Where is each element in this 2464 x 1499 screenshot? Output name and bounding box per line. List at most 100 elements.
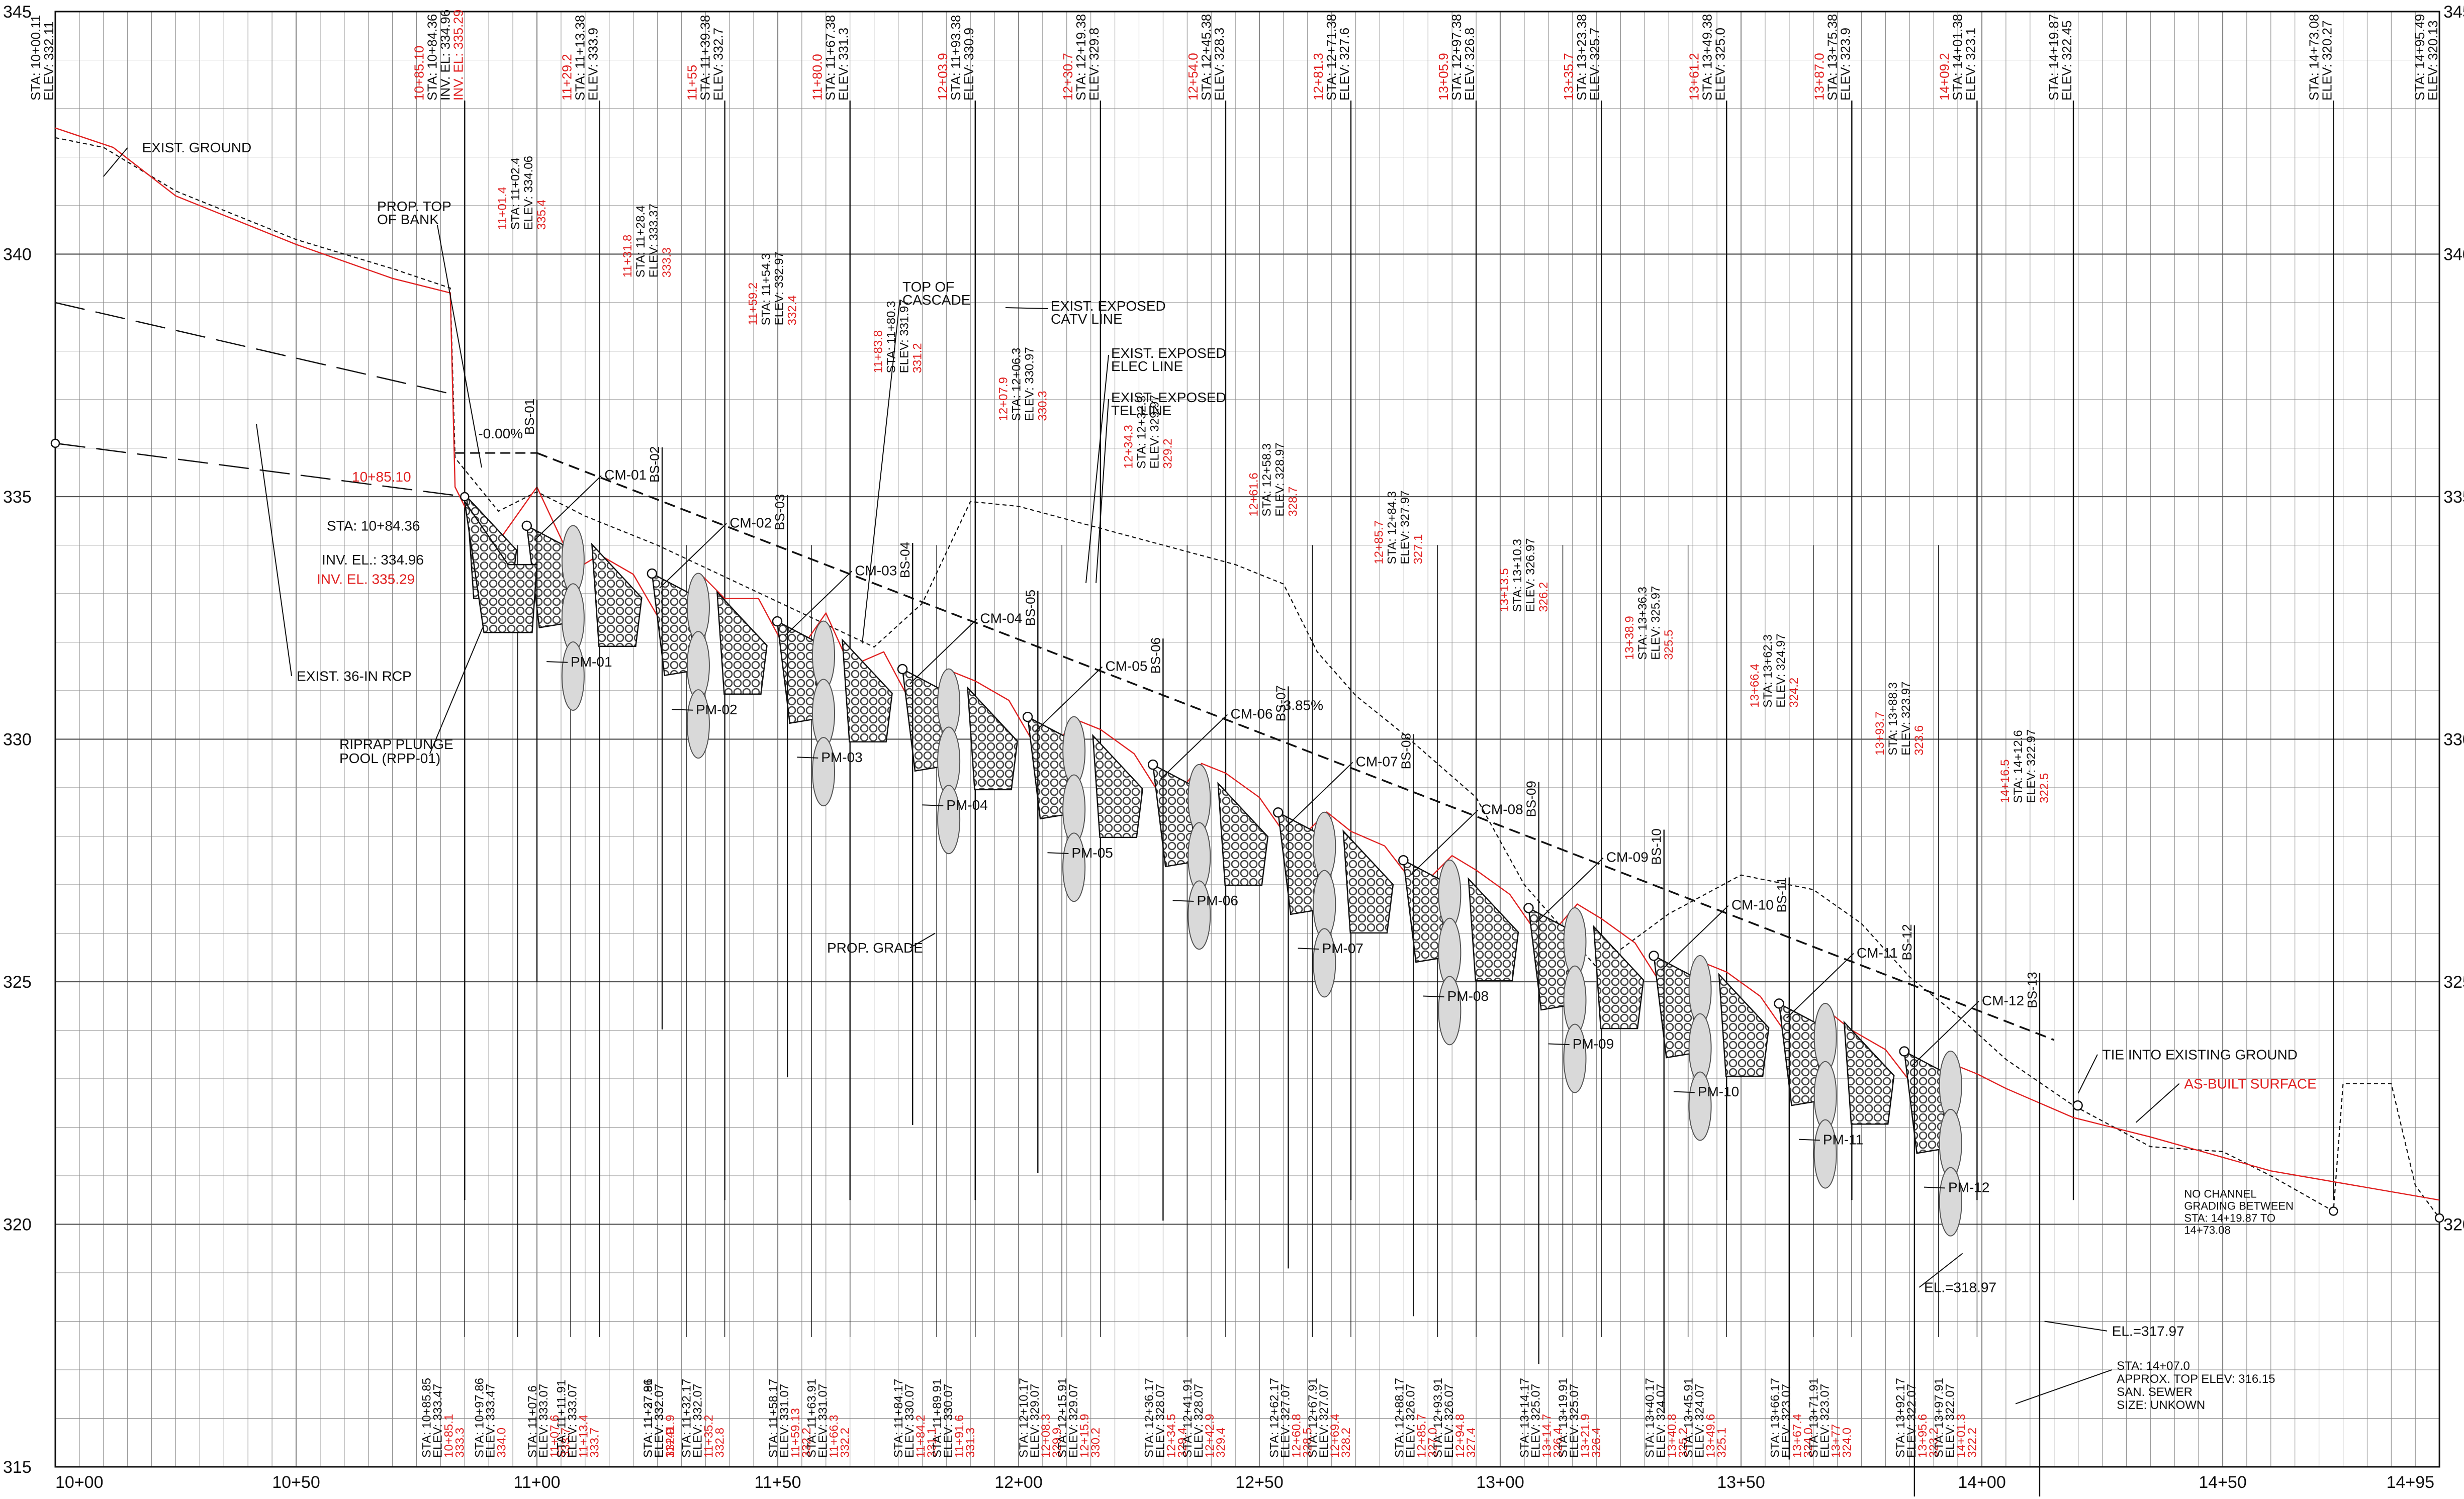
callout-leader bbox=[2015, 1369, 2112, 1404]
y-axis-tick-label-right: 335 bbox=[2443, 488, 2464, 507]
mid-station-label: ELEV: 326.97 bbox=[1524, 538, 1537, 612]
elec-callout: ELEC LINE bbox=[1111, 358, 1183, 374]
pool-label: PM-03 bbox=[821, 750, 862, 765]
cascade-leader bbox=[1160, 714, 1228, 780]
top-station-label: ELEV: 320.13 bbox=[2425, 21, 2440, 101]
callout-leader bbox=[1919, 1253, 1963, 1288]
bottom-station-label: ELEV: 325.07 bbox=[1568, 1384, 1581, 1458]
y-axis-tick-label: 315 bbox=[3, 1458, 32, 1477]
main-slope-label: -3.85% bbox=[1279, 698, 1323, 713]
drop-boulder bbox=[1939, 1167, 1962, 1237]
mid-station-label: 325.5 bbox=[1662, 630, 1676, 660]
bottom-station-label: 331.1 bbox=[925, 1428, 939, 1458]
sewer-callout: SIZE: UNKOWN bbox=[2117, 1398, 2205, 1412]
bottom-station-label: STA: 12+93.91 bbox=[1431, 1378, 1445, 1458]
callout-leader bbox=[2135, 1083, 2180, 1123]
no-channel-callout: NO CHANNEL bbox=[2184, 1187, 2256, 1200]
top-station-label: 13+05.9 bbox=[1436, 53, 1451, 101]
cascade-leader bbox=[659, 523, 727, 589]
top-station-label: 12+81.3 bbox=[1311, 53, 1326, 101]
bottom-station-label: 14+01.3 bbox=[1954, 1414, 1968, 1458]
bottom-station-label: ELEV: 324.07 bbox=[1693, 1384, 1706, 1458]
sewer-callout: STA: 14+07.0 bbox=[2117, 1359, 2190, 1373]
cascade-leader bbox=[784, 571, 852, 636]
cascade-top-marker bbox=[521, 520, 532, 531]
bottom-station-label: 331.3 bbox=[964, 1428, 977, 1458]
plunge-pool-rock bbox=[1217, 781, 1269, 886]
top-station-label: 11+80.0 bbox=[810, 54, 825, 101]
bottom-station-label: STA: 13+19.91 bbox=[1557, 1378, 1570, 1458]
axis-labels: 10+00 10+50 11+00 11+50 12+00 12+50 13+00 13+50… bbox=[3, 3, 2464, 1492]
station-labels: BS-01 BS-02 BS-03 BS-04 BS-05 BS-06 BS-07 BS-08… bbox=[28, 10, 2440, 1458]
cascade-label: CM-02 bbox=[729, 515, 772, 530]
pool-label: PM-02 bbox=[696, 702, 737, 717]
bottom-station-label: 12+94.8 bbox=[1453, 1414, 1467, 1458]
cascade-label: CM-06 bbox=[1231, 706, 1273, 721]
culvert-station: STA: 10+84.36 bbox=[327, 518, 420, 534]
bottom-station-label: 13+14.7 bbox=[1540, 1414, 1554, 1458]
mid-station-label: 331.2 bbox=[910, 343, 924, 373]
top-station-label: ELEV: 323.9 bbox=[1838, 28, 1853, 101]
mid-station-label: STA: 13+88.3 bbox=[1886, 682, 1900, 756]
mid-station-label: ELEV: 327.97 bbox=[1399, 490, 1412, 564]
existing-ground-line bbox=[55, 137, 2440, 1219]
top-station-label: STA: 12+45.38 bbox=[1199, 14, 1214, 101]
proposed-grade-line bbox=[536, 452, 2055, 1041]
bottom-station-label: ELEV: 333.47 bbox=[484, 1384, 498, 1458]
elec-callout: EXIST. EXPOSED bbox=[1111, 345, 1226, 361]
cascade-label: CM-03 bbox=[855, 563, 897, 578]
top-station-label: ELEV: 320.27 bbox=[2319, 21, 2334, 101]
drop-boulder bbox=[561, 641, 585, 711]
top-station-label: ELEV: 332.7 bbox=[711, 28, 726, 101]
pool-leader bbox=[1172, 900, 1194, 902]
bottom-station-label: 333.7 bbox=[588, 1428, 602, 1458]
bottom-station-label: STA: 12+36.17 bbox=[1142, 1378, 1156, 1458]
bottom-station-label: 12+42.9 bbox=[1203, 1414, 1217, 1458]
mid-station-label: ELEV: 324.97 bbox=[1774, 634, 1788, 708]
top-station-label: STA: 13+75.38 bbox=[1824, 14, 1840, 101]
boring-label: BS-06 bbox=[1148, 637, 1163, 674]
bottom-station-label: 323.2 bbox=[1927, 1428, 1941, 1458]
top-station-label: ELEV: 325.7 bbox=[1587, 28, 1602, 101]
boring-label: BS-11 bbox=[1774, 877, 1789, 912]
bottom-station-label: ELEV: 329.07 bbox=[1028, 1384, 1042, 1458]
pool-leader bbox=[1423, 995, 1444, 998]
cascade-label: CM-01 bbox=[604, 467, 647, 483]
rcp-callout: EXIST. 36-IN RCP bbox=[297, 669, 412, 684]
cascade-top-marker bbox=[647, 568, 658, 579]
cascade-top-marker bbox=[1899, 1046, 1909, 1057]
bottom-station-label: STA: 12+10.17 bbox=[1017, 1378, 1031, 1458]
y-axis-tick-label: 335 bbox=[3, 488, 32, 507]
bottom-station-label: 11+91.6 bbox=[953, 1415, 966, 1458]
end-marker bbox=[2434, 1213, 2444, 1223]
mid-station-label: STA: 11+28.4 bbox=[634, 205, 648, 277]
y-axis-tick-label: 320 bbox=[3, 1215, 32, 1235]
mid-station-label: 12+34.3 bbox=[1122, 425, 1136, 469]
y-axis-tick-label: 340 bbox=[3, 245, 32, 264]
end-grading-marker bbox=[2329, 1206, 2338, 1216]
bottom-station-label: 12+15.9 bbox=[1078, 1414, 1091, 1458]
plunge-pool-rock bbox=[967, 686, 1018, 791]
cascade-top-marker bbox=[1273, 807, 1284, 818]
bottom-station-label: 13+77 bbox=[1829, 1424, 1843, 1458]
pool-leader bbox=[1798, 1139, 1820, 1141]
mid-station-label: 329.2 bbox=[1161, 438, 1175, 469]
bottom-station-label: ELEV: 325.07 bbox=[1529, 1384, 1543, 1458]
bottom-station-label: ELEV: 327.07 bbox=[1317, 1384, 1331, 1458]
bottom-station-label: ELEV: 330.07 bbox=[942, 1384, 955, 1458]
mid-station-label: STA: 12+32.3 bbox=[1135, 396, 1149, 469]
plunge-pool-rock bbox=[716, 590, 768, 695]
mid-station-label: 333.3 bbox=[660, 247, 674, 277]
mid-station-label: STA: 13+36.3 bbox=[1636, 587, 1650, 660]
bottom-station-label: ELEV: 332.07 bbox=[653, 1384, 666, 1458]
bottom-station-label: 11+41.9 bbox=[664, 1415, 677, 1458]
pool-leader bbox=[1548, 1043, 1570, 1046]
bottom-station-label: STA: 13+92.17 bbox=[1894, 1378, 1907, 1458]
bottom-station-label: ELEV: 331.07 bbox=[778, 1384, 791, 1458]
bottom-station-label: 334.0 bbox=[495, 1428, 509, 1458]
cascade-label: CM-07 bbox=[1356, 754, 1398, 770]
top-station-label: 12+03.9 bbox=[935, 53, 950, 101]
no-channel-callout: GRADING BETWEEN bbox=[2184, 1199, 2294, 1212]
pool-leader bbox=[1047, 852, 1069, 854]
